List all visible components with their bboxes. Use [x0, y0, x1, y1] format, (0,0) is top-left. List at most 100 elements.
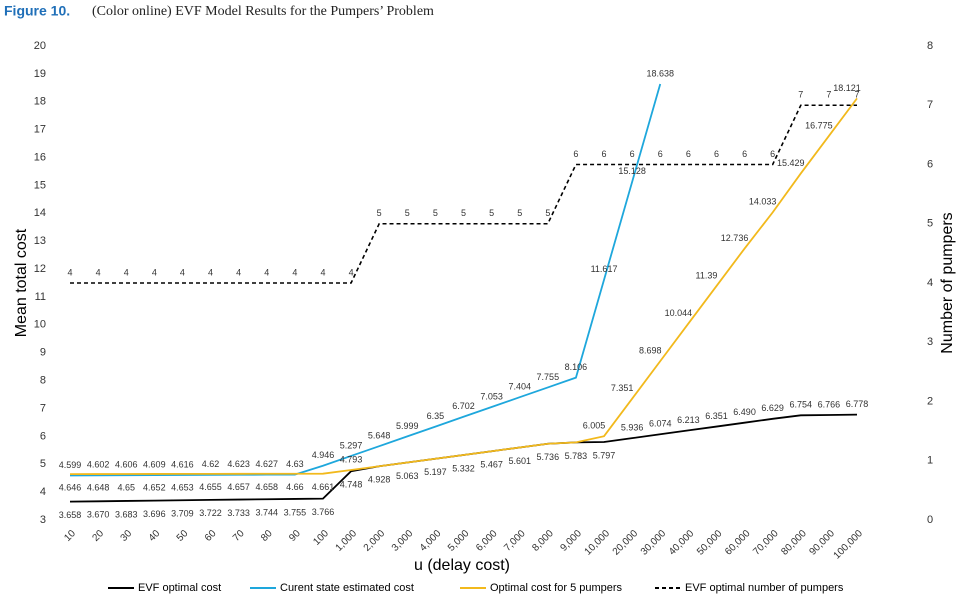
data-label: 5.936 — [621, 423, 644, 433]
x-tick-label: 5,000 — [446, 528, 472, 554]
data-label: 5 — [405, 208, 410, 218]
data-label: 15.128 — [618, 166, 646, 176]
data-label: 3.670 — [87, 510, 110, 520]
data-label: 7.755 — [537, 372, 560, 382]
data-label: 5 — [489, 208, 494, 218]
data-label: 6.766 — [818, 399, 841, 409]
y-tick-label: 16 — [34, 151, 46, 163]
data-label: 4.66 — [286, 482, 304, 492]
data-label: 6 — [602, 149, 607, 159]
data-label: 3.744 — [255, 508, 278, 518]
figure-label: Figure 10. — [4, 3, 70, 19]
data-label: 8.698 — [639, 346, 662, 356]
y-tick-label: 18 — [34, 96, 46, 108]
data-label: 4.655 — [199, 482, 222, 492]
data-label: 15.429 — [777, 158, 805, 168]
data-label: 4.657 — [227, 482, 250, 492]
data-label: 4 — [292, 267, 297, 277]
y-tick-label: 12 — [34, 263, 46, 275]
data-label: 5.063 — [396, 471, 419, 481]
data-label: 4.946 — [312, 450, 335, 460]
y-tick-label: 9 — [40, 347, 46, 359]
data-label: 4 — [208, 267, 213, 277]
x-tick-label: 6,000 — [474, 528, 500, 554]
y2-tick-label: 2 — [927, 395, 933, 407]
y-tick-label: 7 — [40, 402, 46, 414]
data-label: 3.755 — [284, 507, 307, 517]
y-tick-label: 8 — [40, 374, 46, 386]
x-tick-label: 2,000 — [362, 528, 388, 554]
data-label: 4 — [180, 267, 185, 277]
data-label: 4 — [124, 267, 129, 277]
data-label: 4.748 — [340, 480, 363, 490]
y-tick-label: 10 — [34, 319, 46, 331]
x-tick-label: 90 — [287, 528, 303, 544]
data-label: 4.602 — [87, 460, 110, 470]
data-label: 3.696 — [143, 509, 166, 519]
chart-title: (Color online) EVF Model Results for the… — [92, 4, 434, 19]
data-label: 8.106 — [565, 362, 588, 372]
data-label: 6.754 — [790, 400, 813, 410]
data-label: 6 — [630, 149, 635, 159]
y2-axis-label: Number of pumpers — [939, 212, 956, 353]
y2-tick-label: 5 — [927, 218, 933, 230]
data-label: 4.652 — [143, 482, 166, 492]
y2-tick-label: 8 — [927, 40, 933, 52]
data-label: 4.928 — [368, 475, 391, 485]
data-label: 4.658 — [255, 482, 278, 492]
data-label: 4.63 — [286, 459, 304, 469]
x-tick-label: 40 — [147, 528, 163, 544]
data-label: 4.609 — [143, 460, 166, 470]
x-tick-label: 60 — [203, 528, 219, 544]
data-label: 5 — [461, 208, 466, 218]
data-label: 7.053 — [480, 391, 503, 401]
data-label: 3.709 — [171, 509, 194, 519]
x-tick-label: 3,000 — [390, 528, 416, 554]
data-label: 6 — [573, 149, 578, 159]
data-label: 3.722 — [199, 508, 222, 518]
x-tick-label: 40,000 — [667, 528, 697, 558]
data-label: 5.783 — [565, 451, 588, 461]
x-tick-label: 8,000 — [530, 528, 556, 554]
data-label: 7 — [798, 90, 803, 100]
x-tick-label: 100,000 — [832, 528, 866, 562]
data-label: 6.778 — [846, 399, 869, 409]
y2-tick-label: 7 — [927, 99, 933, 111]
y-axis-label: Mean total cost — [13, 228, 30, 337]
data-label: 4 — [96, 267, 101, 277]
data-label: 18.638 — [646, 68, 674, 78]
y2-tick-label: 1 — [927, 455, 933, 467]
y-tick-label: 17 — [34, 124, 46, 136]
data-label: 4 — [67, 267, 72, 277]
data-label: 5 — [545, 208, 550, 218]
data-label: 6 — [742, 149, 747, 159]
data-label: 4.65 — [117, 482, 135, 492]
y-tick-label: 5 — [40, 458, 46, 470]
legend-label: EVF optimal cost — [138, 582, 221, 594]
data-label: 4.606 — [115, 460, 138, 470]
data-label: 4.653 — [171, 482, 194, 492]
x-tick-label: 1,000 — [334, 528, 360, 554]
y2-tick-label: 6 — [927, 158, 933, 170]
x-tick-label: 80,000 — [779, 528, 809, 558]
data-label: 3.683 — [115, 509, 138, 519]
data-label: 6.005 — [583, 421, 606, 431]
data-label: 4.627 — [255, 459, 278, 469]
y-tick-label: 19 — [34, 68, 46, 80]
data-label: 6.35 — [427, 411, 445, 421]
series-line — [70, 104, 857, 284]
x-tick-label: 30,000 — [639, 528, 669, 558]
data-label: 3.658 — [59, 510, 82, 520]
data-label: 6.702 — [452, 401, 475, 411]
data-label: 16.775 — [805, 120, 833, 130]
x-tick-label: 80 — [259, 528, 275, 544]
data-label: 5.736 — [537, 452, 560, 462]
x-tick-label: 10,000 — [583, 528, 613, 558]
y-tick-label: 3 — [40, 514, 46, 526]
y-tick-label: 15 — [34, 179, 46, 191]
data-label: 4 — [320, 267, 325, 277]
data-label: 5.999 — [396, 421, 419, 431]
data-label: 6.213 — [677, 415, 700, 425]
data-label: 6.351 — [705, 411, 728, 421]
